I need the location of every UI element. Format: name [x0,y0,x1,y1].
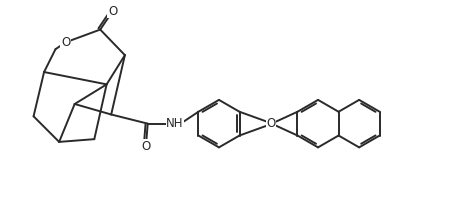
Text: O: O [108,5,117,18]
Text: O: O [141,140,151,153]
Text: NH: NH [166,117,184,130]
Text: O: O [61,36,70,49]
Text: O: O [267,117,276,130]
